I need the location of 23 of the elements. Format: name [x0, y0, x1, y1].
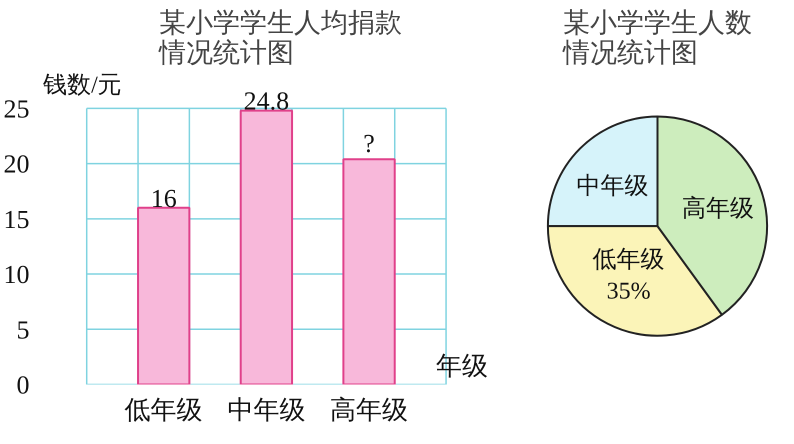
y-tick-label: 15 — [4, 204, 30, 234]
y-tick-label: 10 — [4, 260, 30, 290]
chart-title: 某小学学生人数情况统计图 — [562, 8, 752, 68]
bar — [137, 206, 190, 384]
x-tick-label: 高年级 — [330, 396, 408, 424]
chart-title: 某小学学生人均捐款情况统计图 — [158, 8, 402, 68]
x-tick-label: 中年级 — [227, 396, 306, 424]
bar — [342, 158, 396, 384]
data-label: 35% — [606, 278, 651, 304]
data-label: ? — [363, 129, 375, 158]
bar — [240, 110, 294, 384]
y-tick-label: 0 — [16, 370, 30, 400]
y-tick-label: 5 — [16, 315, 30, 344]
data-label: 16 — [150, 184, 177, 213]
slice-label: 高年级 — [682, 194, 754, 222]
y-tick-label: 20 — [4, 150, 30, 179]
slice-label: 低年级 — [592, 247, 665, 274]
x-axis-title: 年级 — [436, 352, 488, 380]
data-label: 24.8 — [244, 86, 290, 116]
y-tick-label: 25 — [4, 94, 30, 124]
x-tick-label: 低年级 — [124, 396, 203, 424]
y-axis-title: 钱数/元 — [42, 72, 122, 98]
slice-label: 中年级 — [576, 174, 649, 200]
